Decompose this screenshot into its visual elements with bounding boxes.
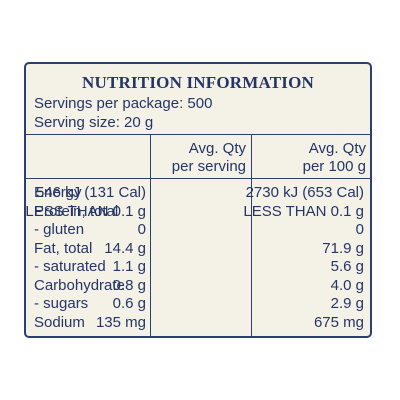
value-per-100g: 5.6 g [330, 258, 364, 275]
value-per-100g: 2730 kJ (653 Cal) [245, 184, 364, 201]
nutrient-row-carbohydrate: Carbohydrate 0.8 g 4.0 g [26, 277, 370, 296]
nutrition-panel: NUTRITION INFORMATION Servings per packa… [24, 62, 372, 338]
value-per-100g: 0 [355, 221, 364, 238]
column-header-line2: per serving [171, 158, 246, 175]
nutrient-name: - gluten [34, 221, 85, 238]
nutrient-name: Sodium [34, 313, 85, 331]
nutrient-row-protein: Protein, total LESS THAN 0.1 g LESS THAN… [25, 202, 370, 222]
divider-header [26, 178, 370, 179]
nutrient-row-energy: Energy 546 kJ (131 Cal) 2730 kJ (653 Cal… [26, 184, 370, 203]
nutrient-name: - saturated [34, 258, 106, 275]
value-per-100g: 675 mg [313, 313, 364, 331]
value-per-100g: 4.0 g [330, 276, 364, 294]
value-per-serving: 135 mg [95, 313, 146, 331]
value-per-100g: 2.9 g [330, 295, 364, 312]
nutrient-row-fat: Fat, total 14.4 g 71.9 g [26, 240, 370, 259]
value-per-serving: 546 kJ (131 Cal) [35, 184, 146, 201]
value-per-serving: 0 [137, 221, 146, 238]
column-header-line2: per 100 g [302, 158, 366, 175]
nutrient-name: Energy [34, 184, 82, 201]
nutrient-row-sodium: Sodium 135 mg 675 mg [26, 314, 370, 333]
value-per-100g: LESS THAN 0.1 g [243, 202, 364, 220]
nutrient-row-sugars: - sugars 0.6 g 2.9 g [26, 295, 370, 314]
value-per-serving: 0.8 g [112, 276, 146, 294]
value-per-serving: 14.4 g [104, 239, 146, 257]
servings-per-package: Servings per package: 500 [34, 95, 213, 112]
nutrient-name: Fat, total [34, 239, 93, 257]
column-header-line1: Avg. Qty [188, 140, 246, 157]
value-per-serving: LESS THAN 0.1 g [25, 202, 146, 220]
nutrient-rows: Energy 546 kJ (131 Cal) 2730 kJ (653 Cal… [25, 184, 370, 333]
nutrient-row-saturated: - saturated 1.1 g 5.6 g [26, 258, 370, 277]
value-per-serving: 1.1 g [112, 258, 146, 275]
panel-title: NUTRITION INFORMATION [82, 73, 314, 92]
serving-size: Serving size: 20 g [34, 114, 154, 131]
column-header-per-100g: Avg. Qty per 100 g [255, 140, 366, 176]
nutrient-name: Protein, total [34, 202, 119, 220]
nutrient-row-gluten: - gluten 0 0 [26, 221, 370, 240]
nutrient-name: - sugars [34, 295, 89, 312]
column-header-per-serving: Avg. Qty per serving [154, 140, 246, 176]
value-per-100g: 71.9 g [322, 239, 364, 257]
value-per-serving: 0.6 g [112, 295, 146, 312]
divider-top [26, 134, 370, 135]
nutrient-name: Carbohydrate [34, 276, 125, 294]
column-header-line1: Avg. Qty [308, 140, 366, 157]
column-divider-2 [251, 134, 252, 336]
column-divider-1 [150, 134, 151, 336]
